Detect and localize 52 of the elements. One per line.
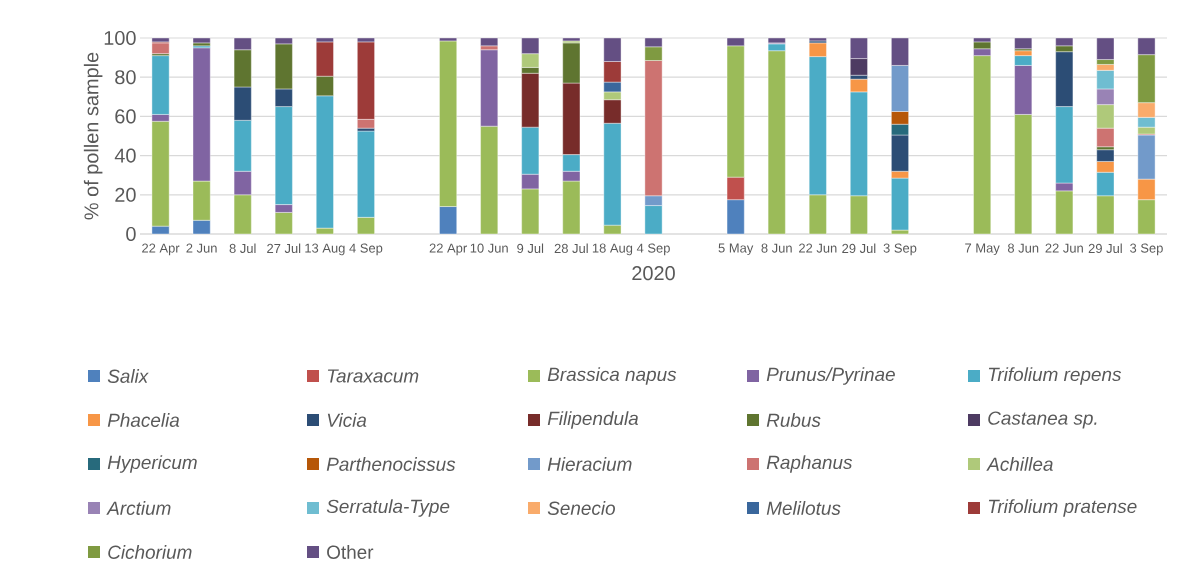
y-tick-label: 40	[114, 148, 136, 163]
legend-label: Castanea sp.	[988, 411, 1097, 429]
legend-label: Phacelia	[107, 413, 180, 427]
x-tick-label: 22 Apr	[429, 243, 467, 256]
legend-label: Parthenocissus	[326, 457, 456, 471]
y-axis-title: % of pollen sample	[83, 52, 103, 220]
x-tick-label: 3 Sep	[1130, 243, 1163, 256]
x-tick-label: 29 Jul	[1088, 243, 1122, 254]
x-tick-label: 9 Jul	[517, 243, 544, 254]
x-tick-label: 22 Jun	[799, 243, 837, 253]
x-tick-label: 3 Sep	[883, 243, 917, 256]
x-tick-label: 28 Jul	[554, 243, 588, 254]
y-tick-label: 0	[126, 226, 136, 242]
x-tick-label: 29 Jul	[842, 243, 876, 254]
legend-label: Filipendula	[547, 411, 639, 429]
legend-label: Rubus	[766, 413, 821, 427]
legend-label: Arctium	[106, 501, 171, 515]
x-tick-label: 7 May	[965, 243, 1000, 256]
legend-label: Senecio	[547, 501, 615, 515]
legend-label: Trifolium repens	[988, 367, 1122, 385]
legend-label: Prunus/Pyrinae	[766, 367, 895, 385]
x-tick-label: 2 Jun	[186, 243, 217, 253]
legend-label: Achillea	[986, 457, 1053, 471]
x-tick-label: 5 May	[718, 243, 754, 256]
x-tick-label: 4 Sep	[349, 243, 383, 256]
legend-label: Trifolium pratense	[988, 499, 1137, 517]
y-tick-label: 60	[115, 109, 136, 124]
legend-label: Hieracium	[547, 457, 632, 471]
legend-label: Raphanus	[766, 455, 853, 473]
y-tick-label: 100	[104, 30, 136, 46]
x-tick-label: 13 Aug	[305, 243, 345, 256]
legend-label: Hypericum	[107, 455, 197, 473]
legend-label: Salix	[107, 369, 149, 383]
x-axis-title: 2020	[632, 266, 675, 281]
x-tick-label: 18 Aug	[592, 243, 633, 256]
x-tick-label: 8 Jul	[229, 243, 256, 254]
legend-label: Brassica napus	[547, 367, 677, 385]
legend-label: Cichorium	[108, 545, 192, 559]
x-tick-label: 27 Jul	[267, 243, 301, 254]
x-tick-label: 22 Apr	[142, 243, 180, 256]
legend-label: Vicia	[327, 413, 367, 427]
legend-label: Taraxacum	[327, 369, 419, 383]
y-tick-label: 20	[115, 187, 136, 202]
legend-label: Melilotus	[766, 501, 841, 515]
x-tick-label: 22 Jun	[1045, 243, 1083, 253]
x-tick-label: 8 Jun	[761, 243, 792, 253]
legend-label: Serratula-Type	[326, 499, 450, 517]
y-tick-label: 80	[115, 70, 136, 85]
x-tick-label: 8 Jun	[1007, 243, 1039, 253]
legend-label: Other	[327, 545, 374, 559]
x-tick-label: 4 Sep	[636, 243, 670, 256]
x-tick-label: 10 Jun	[470, 243, 508, 253]
